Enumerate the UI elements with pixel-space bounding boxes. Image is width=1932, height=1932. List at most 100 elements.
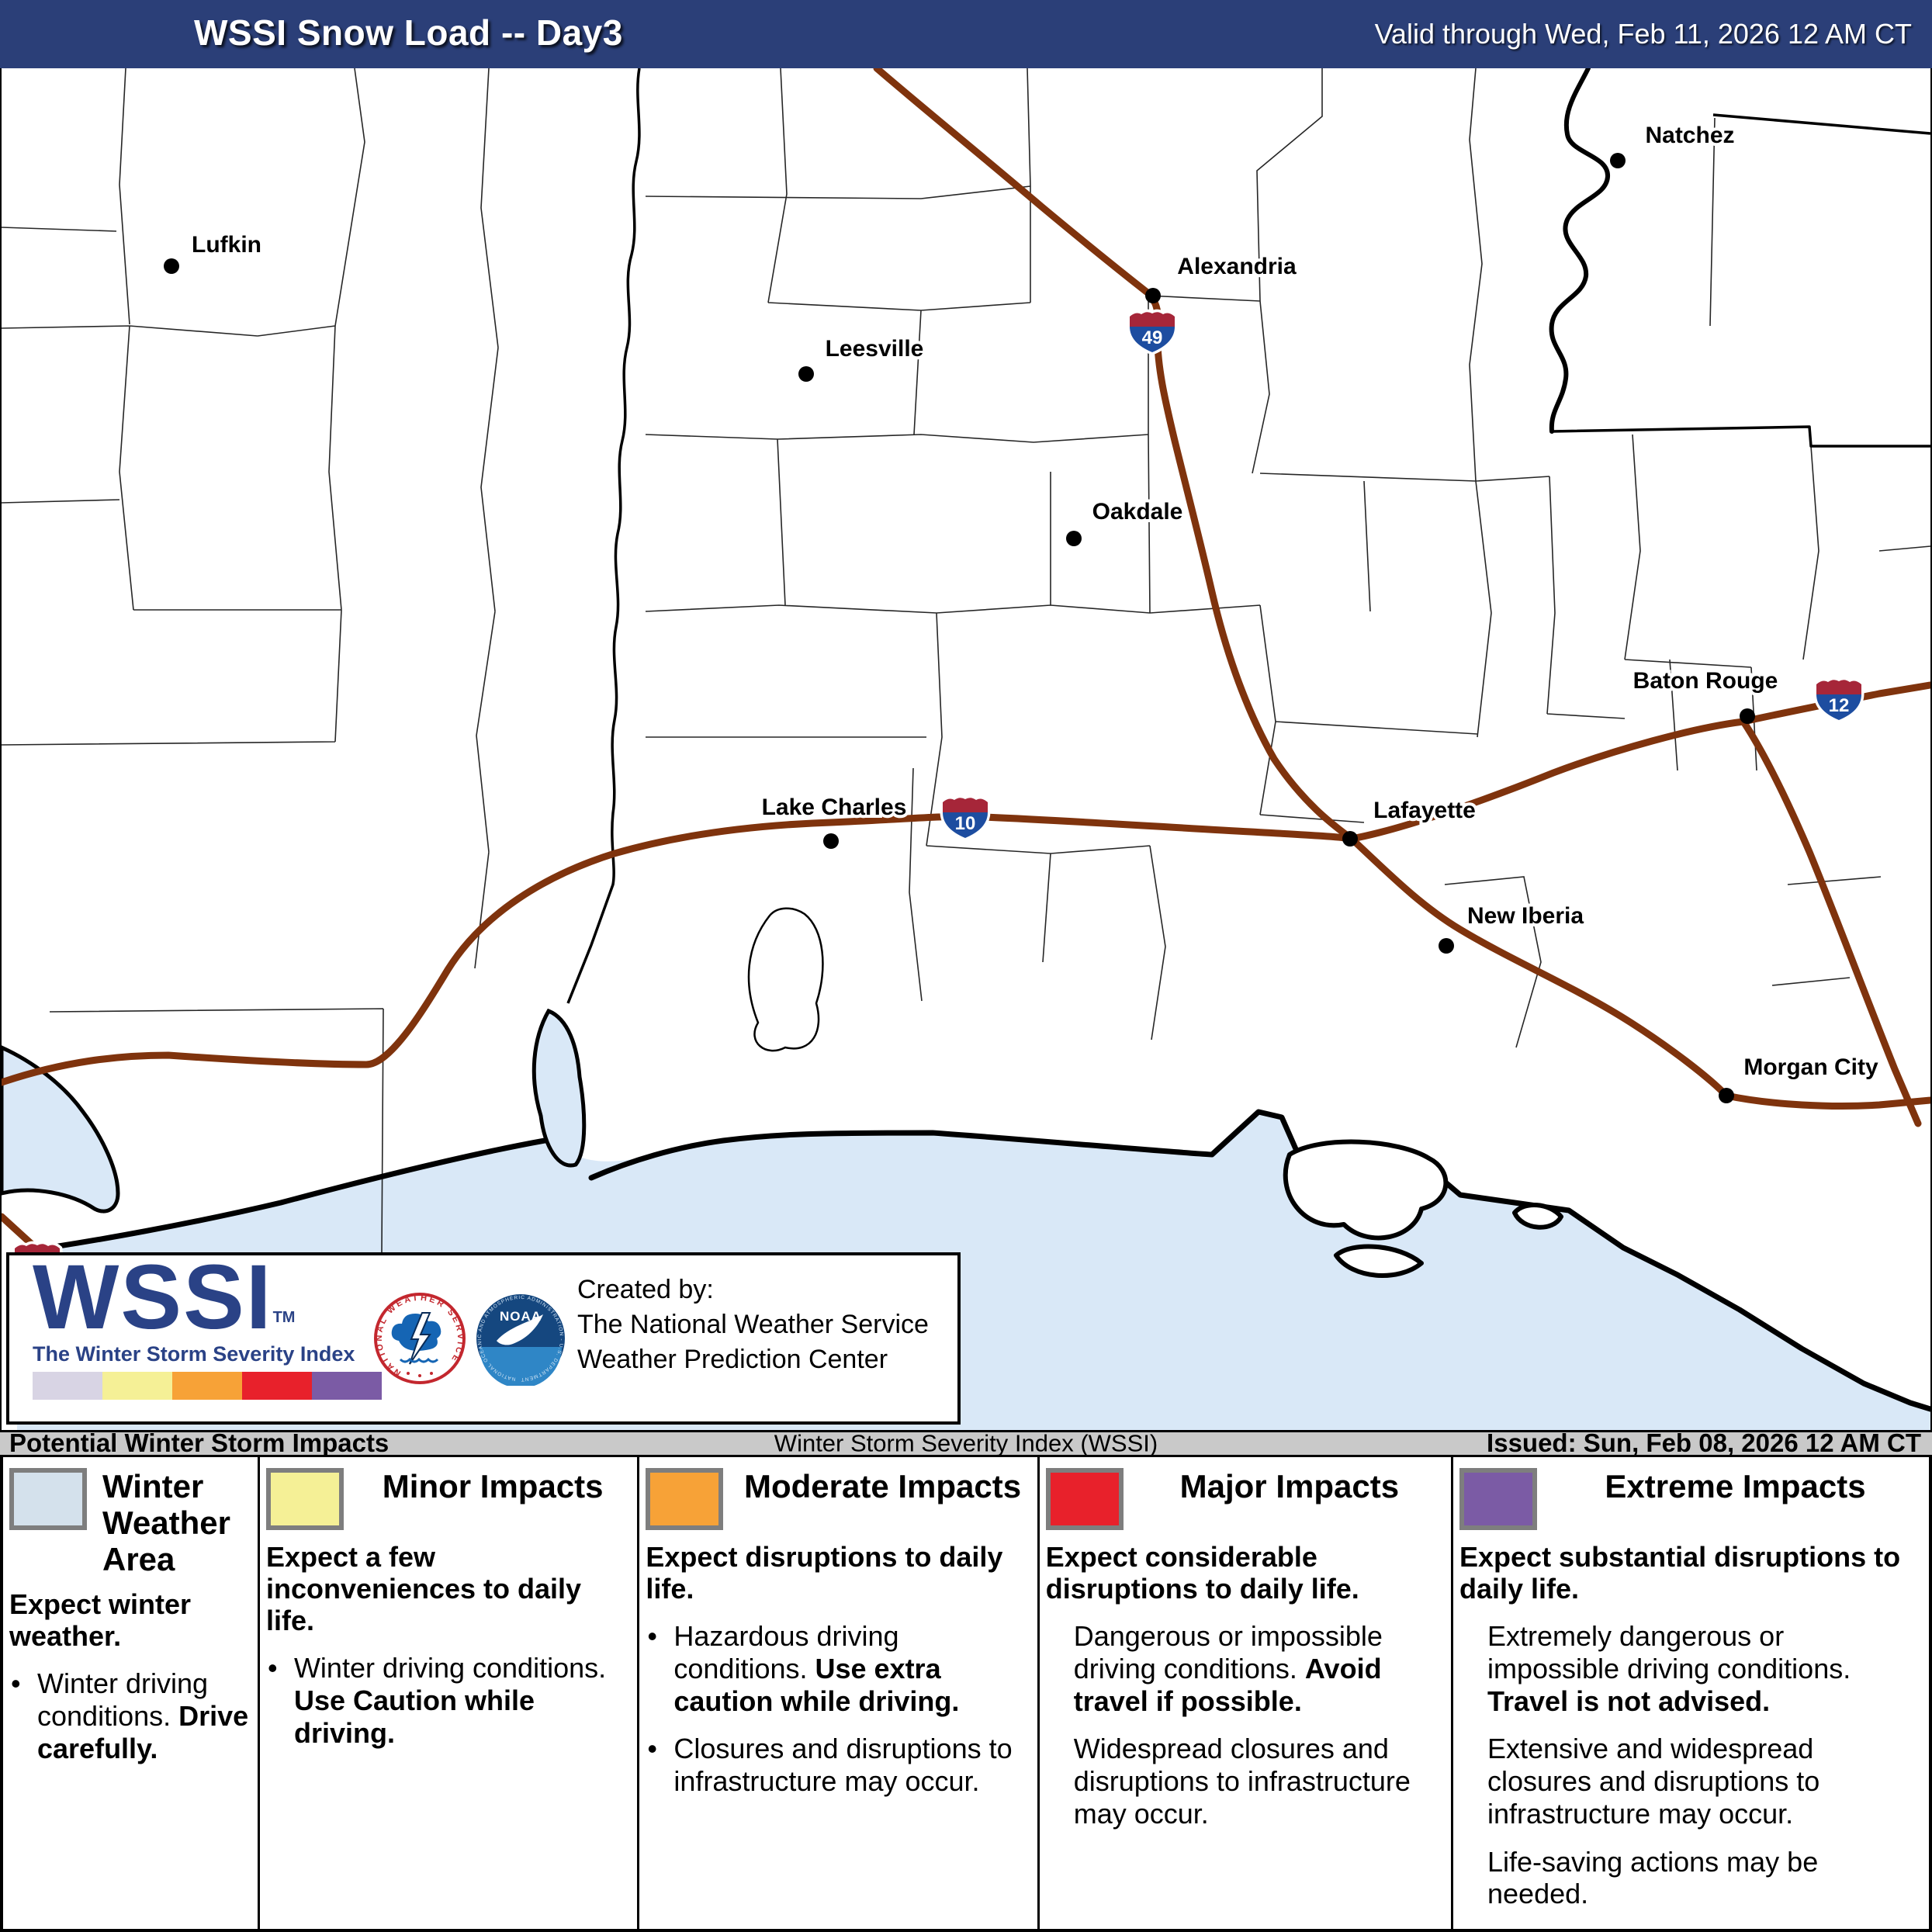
interstate-49-route (873, 68, 1356, 843)
city-dot (798, 366, 814, 382)
interstate-10-east-route (1740, 718, 1922, 1127)
legend-title: Minor Impacts (382, 1468, 604, 1504)
nws-waves (399, 1357, 439, 1363)
interstate-shield: 12 (1813, 677, 1864, 723)
noaa-bird-icon (497, 1314, 543, 1345)
valid-through-text: Valid through Wed, Feb 11, 2026 12 AM CT (1374, 18, 1912, 50)
legend-item: •Widespread closures and disruptions to … (1046, 1733, 1445, 1830)
severity-strip-swatch (33, 1372, 102, 1400)
shield-number: 10 (955, 813, 976, 834)
legend-item: • Winter driving conditions. Use Caution … (266, 1652, 631, 1749)
wssi-severity-strip (33, 1372, 382, 1400)
city-label: Alexandria (1177, 254, 1297, 279)
city-dot (1145, 288, 1161, 303)
wssi-info-box: WSSITM The Winter Storm Severity Index N… (6, 1246, 961, 1425)
legend-title: Major Impacts (1179, 1468, 1400, 1504)
marsh-lakes (1283, 1139, 1563, 1278)
noaa-lower-half (480, 1347, 562, 1386)
legend-swatch (1459, 1468, 1537, 1530)
legend-item-text: Widespread closures and disruptions to i… (1073, 1733, 1411, 1830)
legend-title: Extreme Impacts (1605, 1468, 1866, 1504)
legend: Winter Weather Area Expect winter weather… (0, 1457, 1932, 1932)
legend-item: •Extremely dangerous or impossible drivi… (1459, 1620, 1923, 1717)
severity-strip-swatch (242, 1372, 312, 1400)
legend-item-text: Extensive and widespread closures and di… (1487, 1733, 1820, 1830)
city-label: New Iberia (1467, 903, 1584, 929)
city-dot (1719, 1088, 1734, 1103)
created-by-text: Created by: The National Weather Service… (577, 1272, 929, 1377)
legend-item-text: Winter driving conditions. (293, 1652, 607, 1684)
city-markers: Lufkin Natchez Alexandria Leesville Oakdale B… (164, 119, 1882, 1103)
city-label: Lake Charles (762, 795, 907, 820)
city-label: Lufkin (192, 232, 261, 258)
legend-item-text: Closures and disruptions to infrastructu… (673, 1733, 1013, 1798)
legend-item-text: Life-saving actions may be needed. (1487, 1845, 1819, 1910)
legend-item-bold-text: Use Caution while driving. (293, 1684, 535, 1749)
highway-routes (2, 68, 1930, 1253)
mississippi-river (1549, 68, 1610, 434)
legend-item-text: Dangerous or impossible driving conditio… (1073, 1620, 1383, 1684)
severity-strip-swatch (102, 1372, 172, 1400)
legend-column-moderate-impacts: Moderate Impacts Expect disruptions to da… (639, 1457, 1040, 1929)
city-dot (1740, 708, 1755, 724)
parish-county-borders (2, 68, 1930, 1253)
city-dot (1439, 938, 1454, 954)
city-label: Baton Rouge (1633, 668, 1778, 694)
shield-body (1816, 694, 1861, 720)
legend-item: •Life-saving actions may be needed. (1459, 1846, 1923, 1911)
legend-item-bold-text: Use extra caution while driving. (673, 1652, 960, 1717)
map-svg: 49101210 LufkinNatchezAlexandriaLeesvill… (2, 68, 1930, 1430)
legend-swatch (265, 1468, 344, 1530)
us-90-route (1348, 835, 1930, 1110)
legend-item: •Dangerous or impossible driving conditi… (1046, 1620, 1445, 1717)
state-borders (566, 68, 1930, 1004)
noaa-logo: NOAA NATIONAL OCEANIC AND ATMOSPHERIC AD… (473, 1291, 565, 1386)
city-dot (823, 833, 839, 849)
title-bar: WSSI Snow Load -- Day3 Valid through Wed… (0, 0, 1932, 70)
legend-lead-text: Expect substantial disruptions to daily … (1459, 1541, 1901, 1605)
legend-column-winter-weather-area: Winter Weather Area Expect winter weather… (3, 1457, 260, 1929)
interstate-12-route (1740, 681, 1930, 725)
city-label: Oakdale (1092, 499, 1183, 525)
legend-item: • Closures and disruptions to infrastruct… (646, 1733, 1030, 1798)
legend-lead-text: Expect disruptions to daily life. (646, 1541, 1003, 1605)
wssi-logo: WSSITM (33, 1246, 296, 1349)
weather-map[interactable]: 49101210 LufkinNatchezAlexandriaLeesvill… (0, 68, 1932, 1430)
legend-item-text: Hazardous driving conditions. (673, 1620, 899, 1684)
wssi-tagline: The Winter Storm Severity Index (33, 1342, 355, 1366)
legend-lead-text: Expect considerable disruptions to daily… (1045, 1541, 1359, 1605)
legend-lead-text: Expect winter weather. (9, 1588, 192, 1653)
legend-item-bold-text: Drive carefully. (37, 1699, 249, 1764)
status-bar-subtitle: Winter Storm Severity Index (WSSI) (774, 1428, 1158, 1456)
legend-item: • Hazardous driving conditions. Use extra… (646, 1620, 1030, 1717)
interstate-shield: 49 (1127, 309, 1178, 355)
bullet-icon: • (11, 1667, 21, 1700)
city-dot (1610, 153, 1626, 168)
status-bar: Potential Winter Storm Impacts Winter St… (0, 1428, 1932, 1457)
shield-number: 49 (1142, 327, 1163, 348)
legend-column-minor-impacts: Minor Impacts Expect a few inconveniences… (260, 1457, 640, 1929)
legend-title: Moderate Impacts (743, 1468, 1022, 1504)
legend-item: • Winter driving conditions. Drive carefu… (9, 1667, 251, 1764)
legend-item-text: Extremely dangerous or impossible drivin… (1487, 1620, 1851, 1684)
legend-title: Winter Weather Area (102, 1468, 230, 1578)
legend-column-major-impacts: Major Impacts Expect considerable disrupt… (1040, 1457, 1453, 1929)
city-dot (164, 258, 179, 274)
shield-body (943, 812, 988, 838)
galveston-bay (2, 1045, 120, 1214)
severity-strip-swatch (172, 1372, 242, 1400)
interstate-10-route (2, 718, 1747, 1086)
legend-item-bold-text: Travel is not advised. (1487, 1684, 1771, 1717)
city-dot (1066, 531, 1082, 546)
created-by-line3: Weather Prediction Center (577, 1344, 888, 1374)
interstate-shield: 10 (940, 795, 991, 841)
calcasieu-lake (747, 907, 824, 1052)
city-dot (1342, 831, 1358, 847)
issued-timestamp: Issued: Sun, Feb 08, 2026 12 AM CT (1487, 1428, 1921, 1457)
status-bar-title: Potential Winter Storm Impacts (9, 1428, 390, 1457)
legend-item-text: Winter driving conditions. (37, 1667, 209, 1732)
national-weather-service-logo: NATIONAL WEATHER SERVICE (374, 1293, 466, 1384)
shield-crown (1816, 680, 1861, 694)
legend-column-extreme-impacts: Extreme Impacts Expect substantial disrup… (1453, 1457, 1929, 1929)
trademark-symbol: TM (272, 1309, 296, 1326)
